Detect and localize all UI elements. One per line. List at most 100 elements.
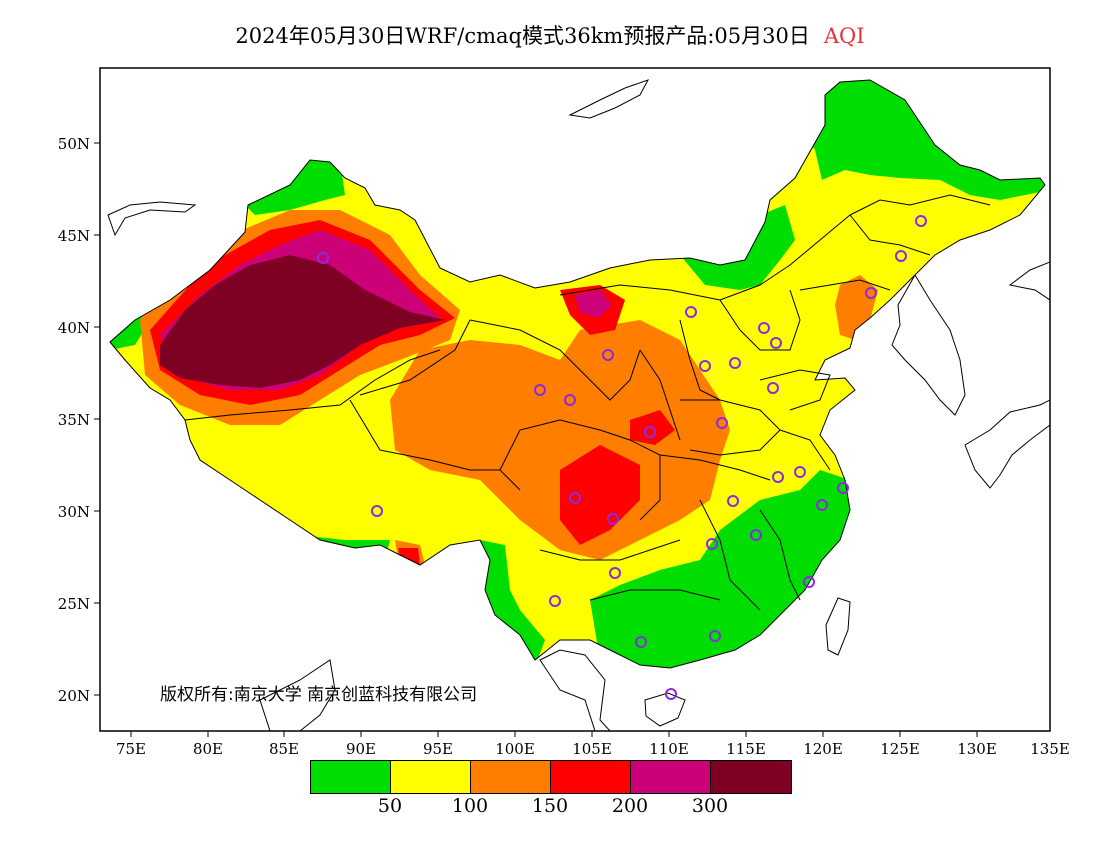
station-markers bbox=[317, 215, 927, 700]
station-marker[interactable] bbox=[665, 688, 677, 700]
station-marker[interactable] bbox=[729, 357, 741, 369]
station-marker[interactable] bbox=[837, 482, 849, 494]
aqi-zone-veryunhealthy-gansu bbox=[575, 290, 612, 318]
station-marker[interactable] bbox=[317, 252, 329, 264]
province-border-xinjiang-qinghai bbox=[359, 319, 471, 396]
map-title: 2024年05月30日WRF/cmaq模式36km预报产品:05月30日 AQI bbox=[0, 20, 1100, 50]
lon-label: 85E bbox=[269, 740, 299, 758]
station-marker[interactable] bbox=[727, 495, 739, 507]
station-marker[interactable] bbox=[794, 466, 806, 478]
station-marker[interactable] bbox=[716, 417, 728, 429]
station-marker[interactable] bbox=[770, 337, 782, 349]
coastline-kazakh bbox=[107, 201, 197, 237]
copyright-text: 版权所有:南京大学 南京创蓝科技有限公司 bbox=[160, 685, 478, 705]
station-marker[interactable] bbox=[803, 576, 815, 588]
station-marker[interactable] bbox=[371, 505, 383, 517]
station-marker[interactable] bbox=[772, 471, 784, 483]
lat-label: 40N bbox=[58, 319, 90, 337]
coastline-india bbox=[259, 659, 336, 731]
province-border-hebei bbox=[719, 289, 801, 351]
title-text: 2024年05月30日WRF/cmaq模式36km预报产品:05月30日 bbox=[235, 24, 810, 48]
legend-label: 200 bbox=[611, 795, 649, 817]
station-marker[interactable] bbox=[816, 499, 828, 511]
province-border-hubei bbox=[659, 454, 771, 481]
province-border-heilongjiang bbox=[849, 194, 991, 216]
legend-swatch-moderate bbox=[391, 761, 471, 793]
coastline-baikal bbox=[568, 79, 650, 119]
lat-label: 25N bbox=[58, 595, 90, 613]
province-border-gansu bbox=[469, 319, 641, 401]
legend-label: 300 bbox=[691, 795, 729, 817]
lon-label: 125E bbox=[880, 740, 920, 758]
lon-label: 115E bbox=[726, 740, 766, 758]
aqi-zone-hazardous-taklimakan bbox=[160, 255, 445, 388]
legend-swatch-hazardous bbox=[711, 761, 791, 793]
station-marker[interactable] bbox=[534, 384, 546, 396]
coastline-japan bbox=[964, 399, 1050, 489]
station-marker[interactable] bbox=[699, 360, 711, 372]
aqi-zone-unhealthy-sichuan bbox=[560, 445, 640, 545]
axis-ticks bbox=[94, 142, 978, 737]
lon-label: 105E bbox=[572, 740, 612, 758]
lon-label: 75E bbox=[116, 740, 146, 758]
province-border-jilin bbox=[849, 214, 931, 256]
station-marker[interactable] bbox=[915, 215, 927, 227]
lat-label: 20N bbox=[58, 687, 90, 705]
lon-label: 135E bbox=[1030, 740, 1070, 758]
province-border-shanxi bbox=[679, 319, 721, 401]
station-marker[interactable] bbox=[607, 513, 619, 525]
lat-label: 50N bbox=[58, 135, 90, 153]
lon-label: 90E bbox=[346, 740, 376, 758]
lon-labels: 75E 80E 85E 90E 95E 100E 105E 110E 115E … bbox=[116, 740, 1070, 758]
station-marker[interactable] bbox=[685, 306, 697, 318]
station-marker[interactable] bbox=[602, 349, 614, 361]
legend-swatch-unhealthy bbox=[551, 761, 631, 793]
legend-label: 150 bbox=[531, 795, 569, 817]
legend-label: 50 bbox=[377, 795, 403, 817]
station-marker[interactable] bbox=[895, 250, 907, 262]
coastline-hainan bbox=[644, 692, 686, 727]
lat-label: 30N bbox=[58, 503, 90, 521]
borders bbox=[109, 79, 1046, 669]
province-border-tibet-qinghai bbox=[349, 399, 521, 491]
province-border-xinjiang-tibet bbox=[184, 349, 441, 421]
lat-label: 45N bbox=[58, 227, 90, 245]
station-marker[interactable] bbox=[706, 538, 718, 550]
province-border-sichuan bbox=[499, 419, 661, 521]
lon-label: 130E bbox=[957, 740, 997, 758]
lon-label: 80E bbox=[193, 740, 223, 758]
province-border-liaoning bbox=[799, 279, 891, 291]
aqi-zone-usg-central bbox=[390, 320, 730, 560]
province-border-guangxi bbox=[589, 589, 721, 601]
province-border-fujian bbox=[759, 509, 801, 601]
station-marker[interactable] bbox=[569, 492, 581, 504]
station-marker[interactable] bbox=[609, 567, 621, 579]
province-border-shandong bbox=[759, 369, 831, 411]
coastline-korea bbox=[891, 274, 966, 416]
legend-label: 100 bbox=[451, 795, 489, 817]
aqi-legend bbox=[310, 760, 792, 794]
lat-labels: 50N 45N 40N 35N 30N 25N 20N bbox=[58, 135, 90, 705]
coastline-russia-east bbox=[1008, 261, 1050, 301]
coastlines bbox=[107, 79, 1050, 731]
province-border-jiangsu bbox=[779, 429, 831, 471]
station-marker[interactable] bbox=[549, 595, 561, 607]
station-marker[interactable] bbox=[865, 287, 877, 299]
station-marker[interactable] bbox=[767, 382, 779, 394]
title-variable: AQI bbox=[823, 24, 865, 48]
station-marker[interactable] bbox=[750, 529, 762, 541]
coastline-taiwan bbox=[825, 597, 851, 656]
lon-label: 100E bbox=[495, 740, 535, 758]
legend-swatch-good bbox=[311, 761, 391, 793]
lon-label: 95E bbox=[423, 740, 453, 758]
province-border-shaanxi bbox=[639, 349, 681, 441]
station-marker[interactable] bbox=[635, 636, 647, 648]
station-marker[interactable] bbox=[709, 630, 721, 642]
province-border-innermongolia bbox=[559, 214, 851, 301]
station-marker[interactable] bbox=[644, 426, 656, 438]
station-marker[interactable] bbox=[564, 394, 576, 406]
province-border-yunnan-guizhou bbox=[539, 539, 681, 561]
coastline-indochina bbox=[539, 649, 611, 731]
station-marker[interactable] bbox=[758, 322, 770, 334]
